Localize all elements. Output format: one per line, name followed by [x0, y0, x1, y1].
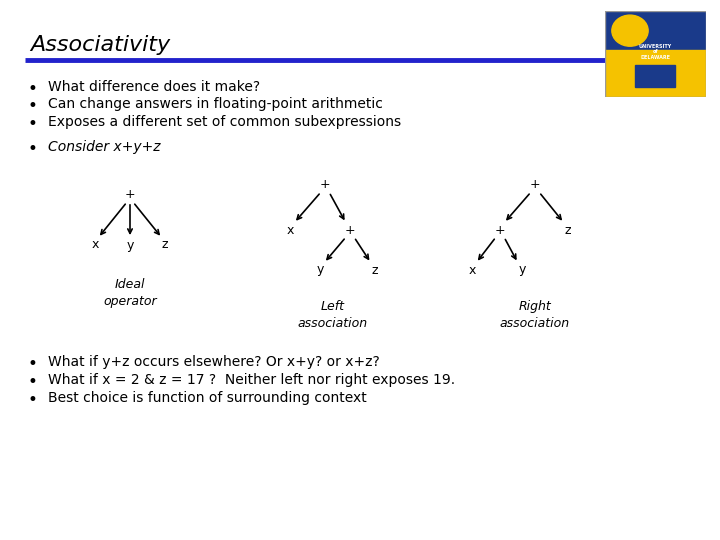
Text: x: x	[468, 264, 476, 276]
Text: •: •	[28, 373, 38, 391]
Text: +: +	[530, 179, 540, 192]
Text: Left
association: Left association	[298, 300, 368, 330]
Text: +: +	[495, 224, 505, 237]
Bar	[605, 50, 706, 97]
Text: y: y	[518, 264, 526, 276]
Bar	[635, 65, 675, 87]
Text: z: z	[564, 224, 571, 237]
Text: +: +	[320, 179, 330, 192]
Text: Best choice is function of surrounding context: Best choice is function of surrounding c…	[48, 391, 366, 405]
Text: x: x	[287, 224, 294, 237]
Text: Associativity: Associativity	[30, 35, 170, 55]
Text: •: •	[28, 115, 38, 133]
Text: z: z	[162, 239, 168, 252]
Text: +: +	[345, 224, 355, 237]
Text: •: •	[28, 97, 38, 115]
Text: UNIVERSITY
of
DELAWARE: UNIVERSITY of DELAWARE	[639, 44, 672, 60]
Text: Exposes a different set of common subexpressions: Exposes a different set of common subexp…	[48, 115, 401, 129]
Text: What if x = 2 & z = 17 ?  Neither left nor right exposes 19.: What if x = 2 & z = 17 ? Neither left no…	[48, 373, 455, 387]
Text: Right
association: Right association	[500, 300, 570, 330]
Text: What difference does it make?: What difference does it make?	[48, 80, 260, 94]
Bar	[605, 11, 706, 50]
Text: What if y+z occurs elsewhere? Or x+y? or x+z?: What if y+z occurs elsewhere? Or x+y? or…	[48, 355, 379, 369]
Text: z: z	[372, 264, 378, 276]
Text: y: y	[126, 239, 134, 252]
Text: x: x	[91, 239, 99, 252]
Text: Can change answers in floating-point arithmetic: Can change answers in floating-point ari…	[48, 97, 383, 111]
Text: Ideal
operator: Ideal operator	[103, 278, 157, 308]
Text: •: •	[28, 355, 38, 373]
Text: Consider x+y+z: Consider x+y+z	[48, 140, 161, 154]
Text: •: •	[28, 140, 38, 158]
Text: •: •	[28, 80, 38, 98]
Circle shape	[612, 15, 648, 46]
Text: •: •	[28, 391, 38, 409]
Text: +: +	[125, 188, 135, 201]
Text: y: y	[316, 264, 324, 276]
